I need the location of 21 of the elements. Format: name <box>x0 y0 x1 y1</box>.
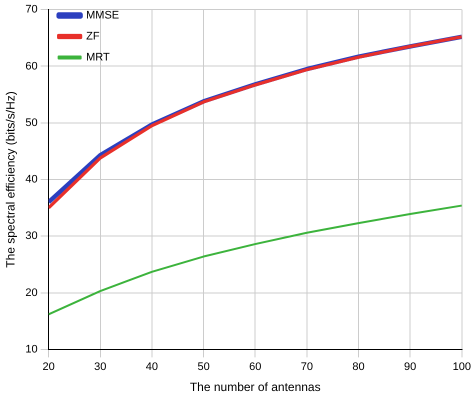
x-tick-label: 20 <box>42 361 55 374</box>
y-tick-label: 30 <box>25 230 38 242</box>
y-tick-label: 20 <box>25 286 38 299</box>
x-tick-label: 90 <box>404 361 416 374</box>
x-axis-title: The number of antennas <box>190 380 321 394</box>
x-tick-label: 60 <box>249 361 262 374</box>
x-tick-label: 50 <box>197 361 210 374</box>
x-tick-label: 70 <box>300 361 314 374</box>
y-tick-label: 70 <box>25 4 38 16</box>
legend-label: ZF <box>86 30 100 43</box>
y-tick-label: 10 <box>25 343 38 356</box>
legend-label: MMSE <box>86 10 120 22</box>
legend-label: MRT <box>86 52 110 64</box>
x-tick-label: 80 <box>352 361 365 374</box>
y-tick-label: 50 <box>25 116 38 129</box>
y-tick-label: 60 <box>25 60 38 72</box>
x-tick-label: 100 <box>452 361 472 374</box>
x-tick-label: 40 <box>146 361 158 374</box>
x-tick-label: 30 <box>94 361 106 374</box>
y-tick-label: 40 <box>25 174 38 186</box>
y-axis-title: The spectral efficiency (bits/s/Hz) <box>4 91 18 268</box>
